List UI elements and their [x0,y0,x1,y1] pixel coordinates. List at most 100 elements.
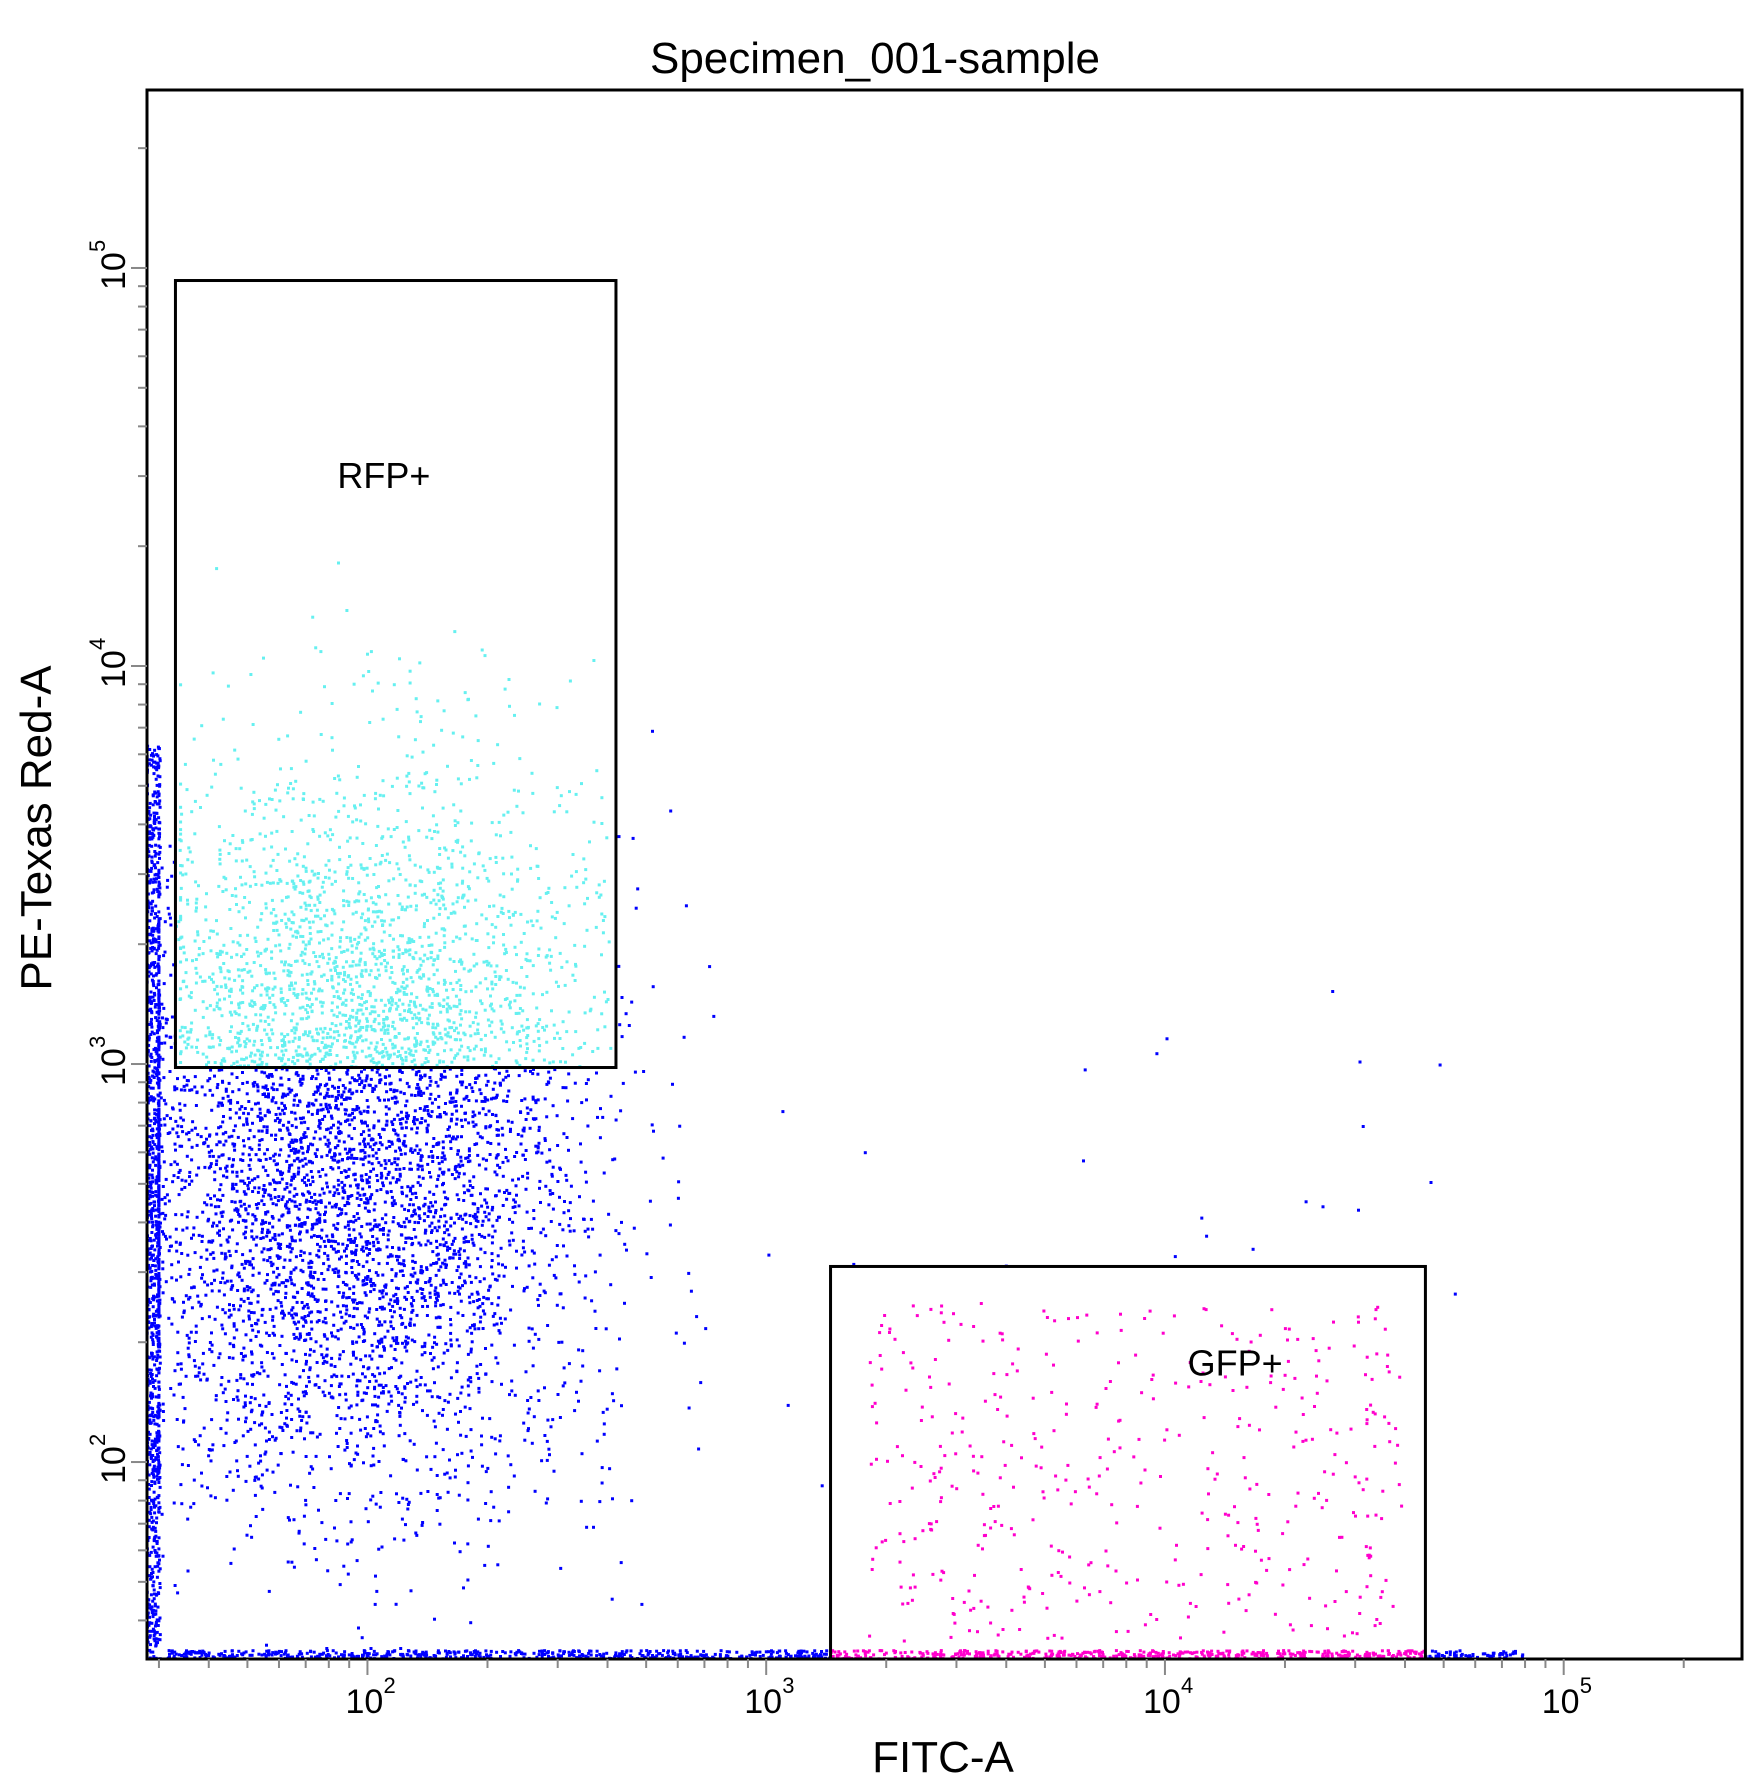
event-dot [348,1088,352,1092]
event-dot [339,1212,342,1216]
event-dot [248,1167,252,1171]
event-dot [486,987,489,991]
event-dot [376,1366,380,1370]
event-dot [583,944,587,948]
event-dot [526,1399,530,1402]
event-dot [467,1263,471,1267]
event-dot [347,1296,351,1299]
event-dot [294,1117,298,1121]
event-dot [475,1299,479,1302]
event-dot [341,1350,345,1354]
event-dot [213,1496,217,1500]
event-dot [171,1180,175,1184]
event-dot [278,1083,282,1087]
event-dot [561,1306,565,1310]
event-dot [426,1239,430,1243]
event-dot [164,1017,168,1021]
event-dot [374,910,378,914]
event-dot [333,966,337,970]
event-dot [231,1170,235,1174]
event-dot [250,1263,253,1267]
event-dot [206,1193,210,1197]
event-dot [257,1477,261,1481]
event-dot [545,1439,549,1443]
event-dot [455,1370,459,1374]
event-dot [260,1486,264,1490]
event-dot [409,1149,413,1153]
event-dot [511,1238,515,1242]
event-dot [577,1399,580,1403]
event-dot [277,1106,281,1110]
event-dot [321,1390,325,1394]
event-dot [601,1410,605,1414]
event-dot [561,1047,565,1050]
event-dot [521,1009,525,1013]
event-dot [308,932,312,935]
event-dot [556,1393,560,1396]
event-dot [405,1217,409,1221]
event-dot [326,1569,330,1573]
event-dot [234,1207,238,1211]
event-dot [329,1166,333,1169]
event-dot [410,1093,414,1097]
event-dot [254,883,258,886]
event-dot [343,1225,347,1229]
event-dot [266,986,270,990]
event-dot [393,1160,397,1164]
event-dot [216,1231,220,1235]
event-dot [161,1410,165,1413]
event-dot [374,976,377,980]
event-dot [486,1466,490,1470]
event-dot [423,1212,427,1216]
event-dot [298,1203,302,1207]
event-dot [310,1327,314,1331]
event-dot [361,842,365,845]
event-dot [285,1068,289,1072]
event-dot [391,1327,395,1331]
event-dot [502,1274,506,1278]
event-dot [283,1041,287,1045]
event-dot [369,1498,373,1502]
event-dot [239,1373,243,1377]
event-dot [302,1193,306,1197]
event-dot [446,916,450,920]
event-dot [157,920,161,924]
event-dot [460,960,464,964]
event-dot [209,1203,213,1207]
event-dot [479,1363,483,1366]
event-dot [203,1093,207,1097]
event-dot [227,1135,231,1139]
event-dot [429,1092,433,1096]
event-dot [358,1142,362,1146]
event-dot [345,1296,349,1300]
event-dot [415,1400,419,1404]
event-dot [178,1144,182,1148]
event-dot [217,1036,221,1040]
event-dot [316,1088,320,1092]
event-dot [235,1060,239,1064]
event-dot [198,1265,202,1269]
event-dot [494,1061,498,1064]
event-dot [372,1244,376,1248]
event-dot [178,1035,182,1039]
event-dot [501,1204,505,1207]
event-dot [528,1126,532,1130]
event-dot [580,1101,584,1105]
event-dot [209,1197,213,1200]
event-dot [589,1007,593,1011]
event-dot [259,1019,263,1023]
event-dot [236,1101,240,1105]
event-dot [329,1363,333,1367]
event-dot [586,1227,590,1231]
event-dot [234,1111,238,1115]
event-dot [483,1563,487,1567]
event-dot [311,1200,315,1204]
event-dot [371,1373,375,1377]
event-dot [433,1455,437,1459]
event-dot [378,1341,381,1345]
event-dot [275,1088,279,1092]
event-dot [229,1313,233,1317]
event-dot [411,1203,415,1207]
event-dot [281,1309,285,1313]
event-dot [208,1133,212,1137]
